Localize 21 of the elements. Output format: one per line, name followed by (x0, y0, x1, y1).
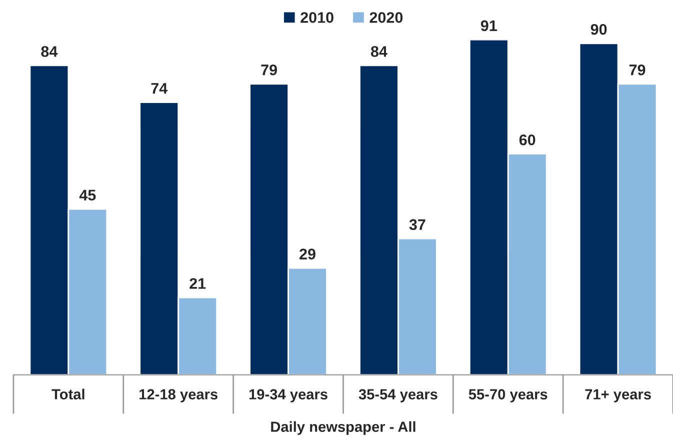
data-label: 74 (151, 83, 168, 94)
data-label: 91 (480, 20, 497, 32)
data-label: 79 (629, 64, 646, 76)
data-label: 45 (79, 190, 96, 201)
x-tick-label: 71+ years (585, 389, 651, 402)
data-label: 60 (519, 134, 536, 146)
x-tick-label: Total (52, 388, 84, 400)
x-tick-label: 55-70 years (468, 389, 548, 402)
data-label: 90 (590, 24, 607, 35)
data-label: 84 (41, 46, 58, 57)
data-label: 21 (190, 278, 206, 289)
data-label: 84 (370, 46, 388, 57)
data-label: 29 (300, 248, 316, 260)
x-axis-title: Daily newspaper - All (271, 421, 416, 435)
data-label: 79 (261, 64, 277, 76)
legend-label: 2020 (370, 12, 403, 23)
x-tick-label: 12-18 years (140, 389, 218, 402)
x-tick-label: 19-34 years (249, 389, 328, 402)
data-label: 37 (409, 219, 426, 230)
x-tick-label: 35-54 years (358, 389, 438, 402)
legend-label: 2010 (300, 12, 334, 23)
